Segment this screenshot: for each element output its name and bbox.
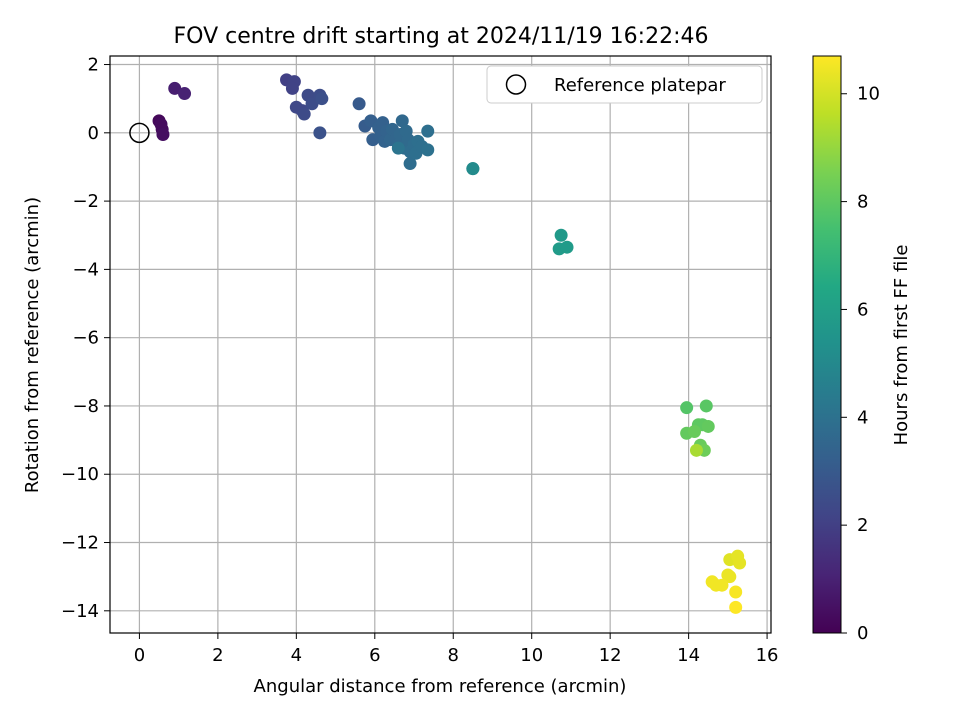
colorbar-tick-label: 4 bbox=[857, 407, 868, 428]
data-point bbox=[156, 128, 170, 142]
data-point bbox=[421, 124, 435, 138]
legend-marker-icon bbox=[505, 74, 527, 95]
legend-label: Reference platepar bbox=[554, 75, 726, 96]
x-tick-label: 6 bbox=[369, 645, 380, 666]
x-tick-label: 14 bbox=[677, 645, 700, 666]
y-tick-label: −12 bbox=[61, 533, 99, 554]
data-point bbox=[391, 141, 405, 155]
data-point bbox=[699, 399, 713, 413]
data-point bbox=[178, 87, 192, 101]
data-point bbox=[680, 401, 694, 415]
data-point bbox=[297, 107, 311, 121]
x-tick-label: 12 bbox=[599, 645, 622, 666]
colorbar-tick-label: 0 bbox=[857, 623, 868, 644]
y-tick-label: 0 bbox=[88, 123, 99, 144]
plot-frame bbox=[109, 55, 772, 634]
data-point bbox=[688, 425, 702, 439]
data-point bbox=[560, 240, 574, 254]
data-point bbox=[554, 228, 568, 242]
colorbar-tick-label: 2 bbox=[857, 515, 868, 536]
y-tick-label: −2 bbox=[72, 191, 99, 212]
data-point bbox=[729, 600, 743, 614]
data-point bbox=[352, 97, 366, 111]
y-tick-label: 2 bbox=[88, 55, 99, 76]
y-tick-label: −4 bbox=[72, 259, 99, 280]
data-point bbox=[395, 114, 409, 128]
data-point bbox=[715, 578, 729, 592]
legend-box bbox=[486, 65, 763, 104]
data-points bbox=[152, 73, 747, 614]
colorbar-tick-label: 10 bbox=[857, 84, 880, 105]
data-point bbox=[403, 157, 417, 171]
colorbar-label: Hours from first FF file bbox=[891, 245, 912, 446]
y-axis-ticks: −14 −12 −10 −8 −6 −4 −2 0 2 bbox=[61, 55, 110, 622]
data-point bbox=[723, 570, 737, 584]
data-point bbox=[315, 92, 329, 106]
y-tick-label: −8 bbox=[72, 396, 99, 417]
y-tick-label: −10 bbox=[61, 464, 99, 485]
x-tick-label: 0 bbox=[134, 645, 145, 666]
x-tick-label: 16 bbox=[756, 645, 779, 666]
y-tick-label: −14 bbox=[61, 601, 99, 622]
chart-title: FOV centre drift starting at 2024/11/19 … bbox=[174, 24, 709, 49]
colorbar-tick-label: 6 bbox=[857, 299, 868, 320]
x-tick-label: 8 bbox=[448, 645, 459, 666]
data-point bbox=[285, 81, 299, 95]
colorbar-tick-label: 8 bbox=[857, 192, 868, 213]
x-tick-label: 10 bbox=[520, 645, 543, 666]
data-point bbox=[729, 585, 743, 599]
data-point bbox=[313, 126, 327, 140]
data-point bbox=[733, 556, 747, 570]
data-point bbox=[689, 443, 703, 457]
data-point bbox=[466, 162, 480, 176]
data-point bbox=[421, 143, 435, 157]
data-point bbox=[701, 419, 715, 433]
data-point bbox=[168, 81, 182, 95]
x-axis-ticks: 0 2 4 6 8 10 12 14 16 bbox=[134, 633, 779, 666]
legend: Reference platepar bbox=[486, 65, 763, 104]
x-tick-label: 2 bbox=[212, 645, 223, 666]
colorbar bbox=[812, 55, 842, 634]
y-tick-label: −6 bbox=[72, 328, 99, 349]
reference-platepar-marker bbox=[129, 122, 150, 144]
x-axis-label: Angular distance from reference (arcmin) bbox=[254, 676, 627, 697]
colorbar-ticks: 0 2 4 6 8 10 bbox=[841, 84, 880, 644]
y-axis-label: Rotation from reference (arcmin) bbox=[22, 197, 43, 493]
x-tick-label: 4 bbox=[291, 645, 302, 666]
data-point bbox=[305, 97, 319, 111]
grid-lines bbox=[110, 56, 771, 633]
